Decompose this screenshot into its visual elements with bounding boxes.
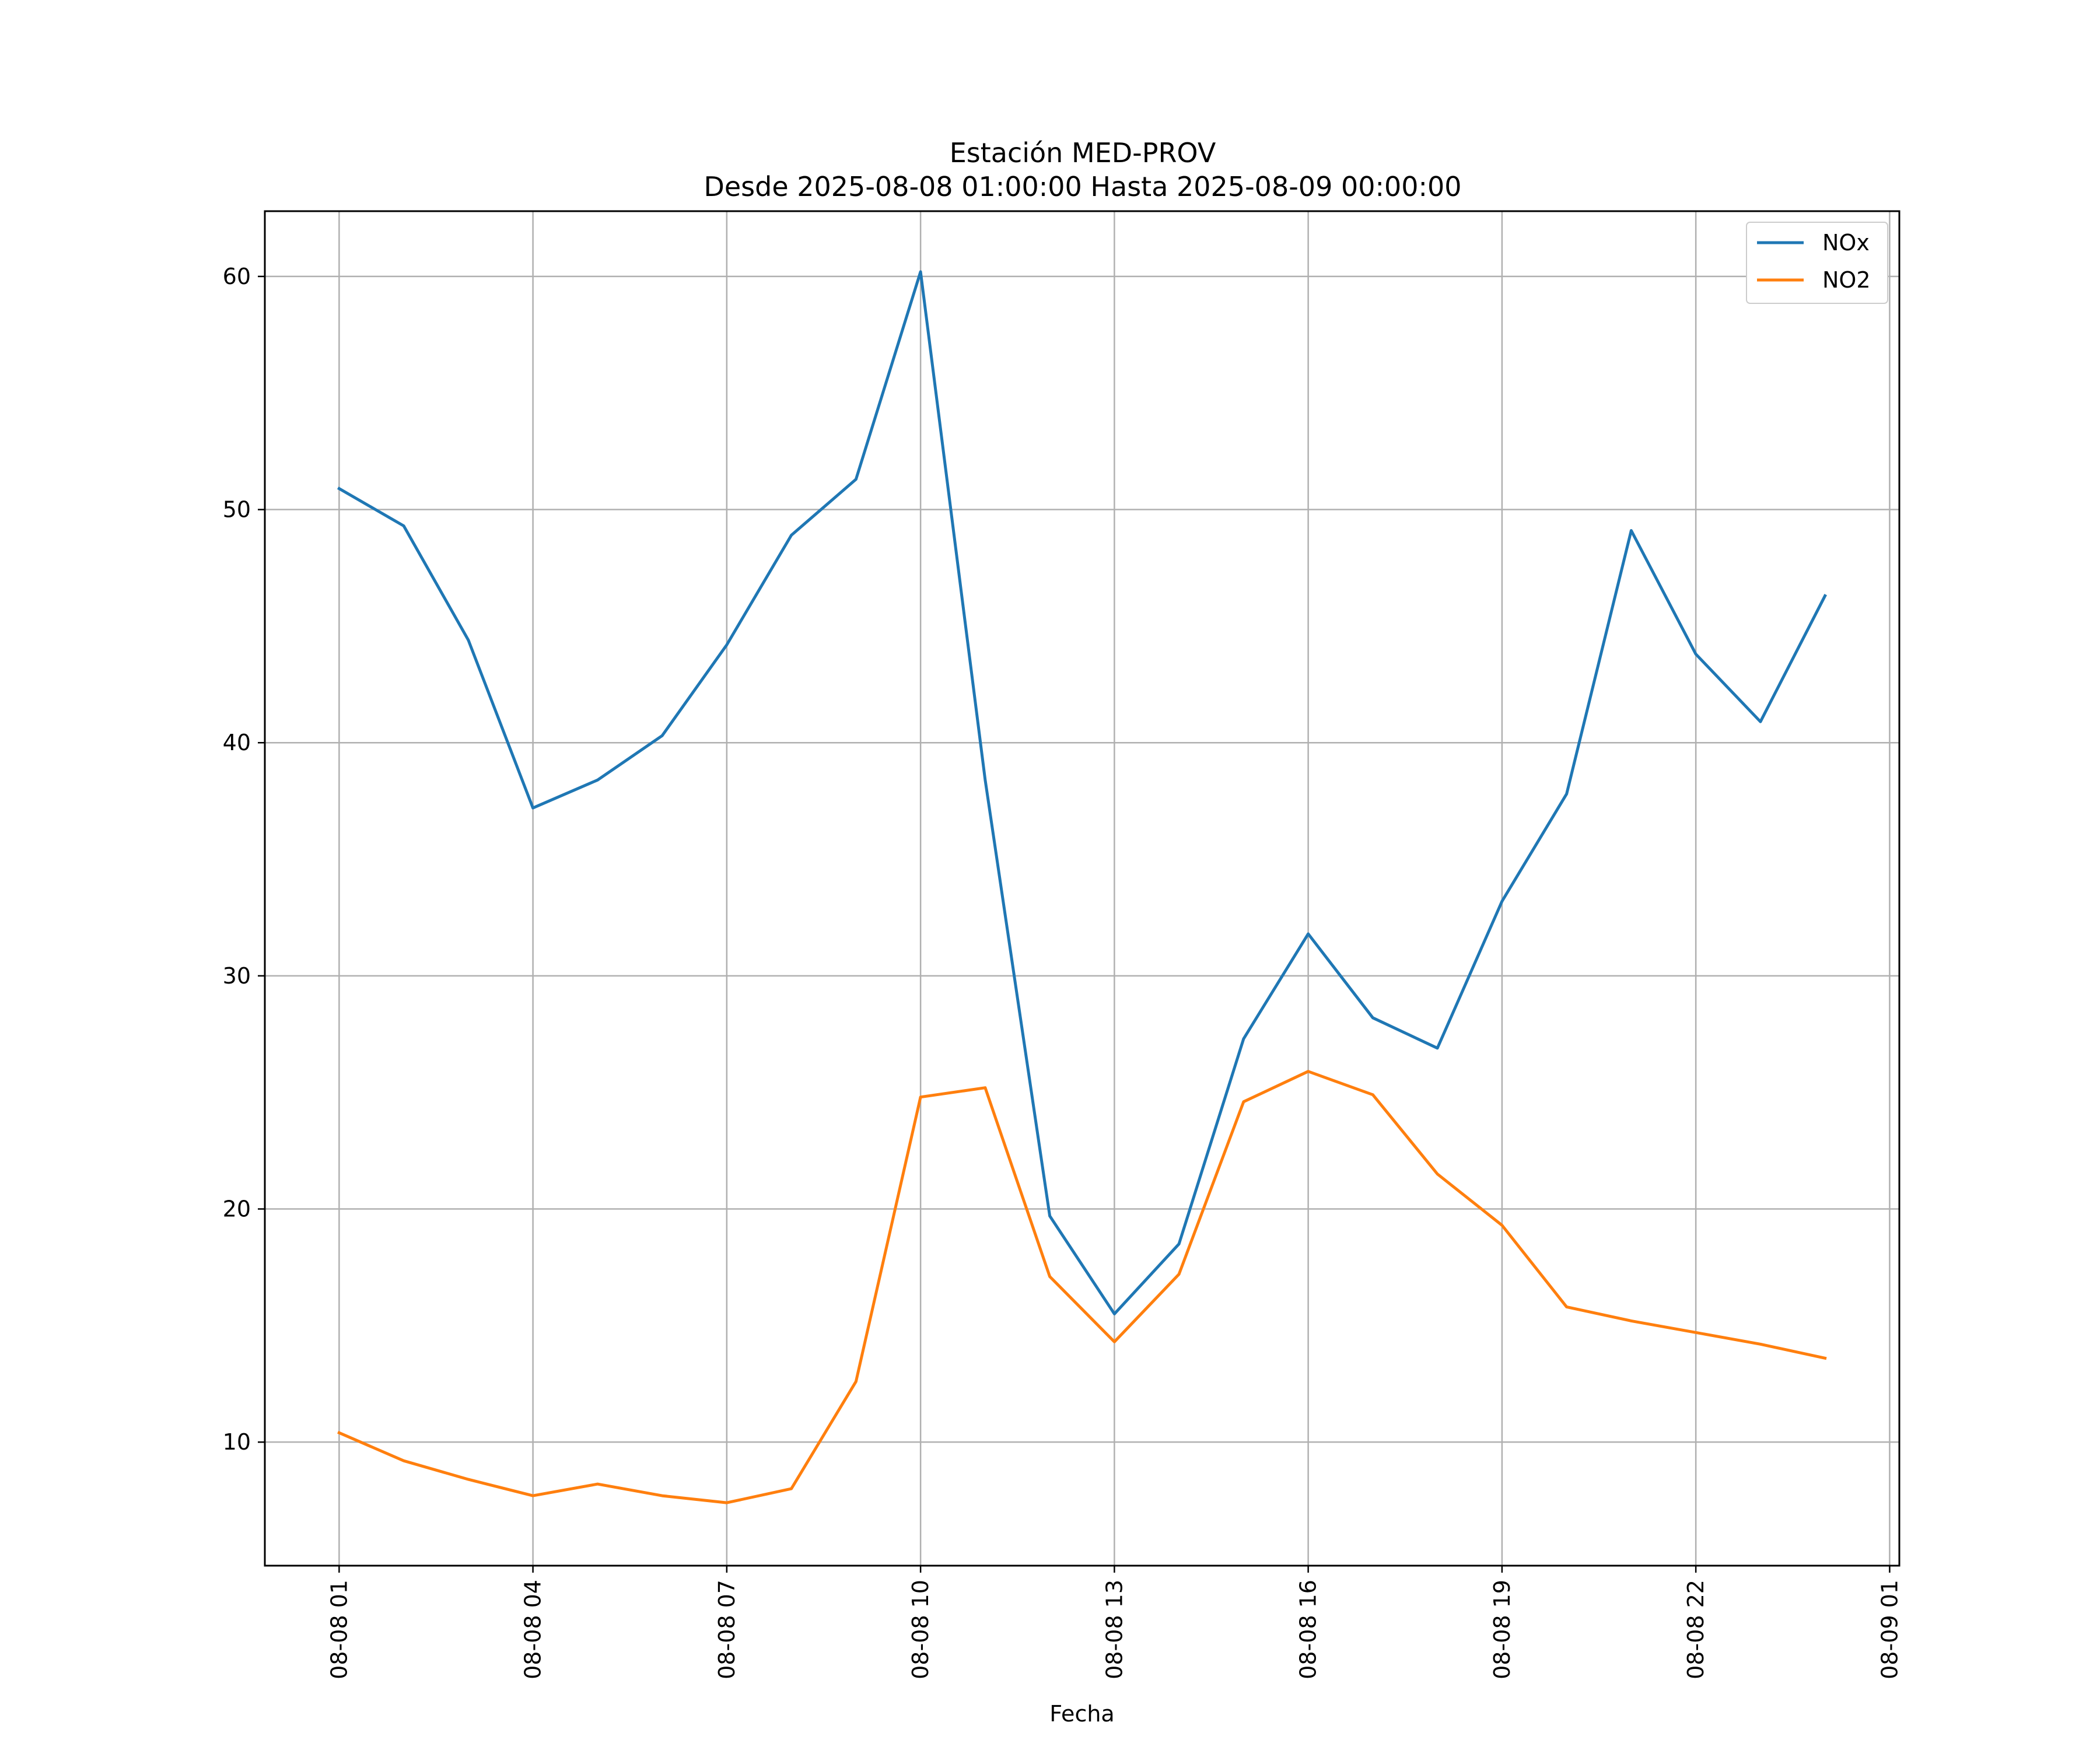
data-point-nox <box>660 734 664 737</box>
data-point-nox <box>855 478 858 481</box>
data-point-nox <box>1824 594 1826 597</box>
data-point-no2 <box>1565 1306 1568 1308</box>
data-point-nox <box>338 487 341 490</box>
data-point-nox <box>402 524 405 527</box>
plot-frame <box>264 210 1901 1567</box>
legend-label-no2: NO2 <box>1822 267 1871 293</box>
data-point-nox <box>790 534 793 537</box>
data-point-no2 <box>1436 1172 1439 1175</box>
chart-subtitle: Desde 2025-08-08 01:00:00 Hasta 2025-08-… <box>704 171 1461 202</box>
y-tick-label: 50 <box>223 497 251 523</box>
x-tick-label: 08-08 13 <box>1101 1580 1127 1679</box>
data-point-no2 <box>596 1482 599 1486</box>
x-tick-label: 08-08 22 <box>1683 1580 1709 1679</box>
data-point-nox <box>1565 792 1568 796</box>
y-tick-label: 60 <box>223 264 251 289</box>
grid <box>265 211 1899 1566</box>
data-point-no2 <box>402 1460 405 1462</box>
data-point-nox <box>1307 932 1310 936</box>
x-tick-label: 08-08 07 <box>714 1580 740 1679</box>
legend-label-nox: NOx <box>1822 230 1870 256</box>
x-axis-label: Fecha <box>1049 1701 1114 1727</box>
data-point-no2 <box>790 1487 793 1490</box>
x-tick-label: 08-08 10 <box>908 1580 933 1679</box>
data-point-no2 <box>1113 1340 1116 1343</box>
y-tick-label: 40 <box>223 730 251 755</box>
data-point-nox <box>1694 653 1698 656</box>
data-point-nox <box>1630 529 1633 532</box>
data-point-no2 <box>660 1494 664 1497</box>
data-point-no2 <box>1048 1275 1051 1278</box>
chart-title: Estación MED-PROV <box>950 137 1216 169</box>
data-point-no2 <box>1630 1320 1633 1322</box>
data-point-no2 <box>855 1380 858 1383</box>
data-point-no2 <box>338 1432 341 1434</box>
series-line-nox <box>337 270 1827 1315</box>
data-point-nox <box>984 779 987 782</box>
data-point-no2 <box>984 1086 987 1089</box>
data-point-nox <box>1242 1037 1245 1041</box>
data-point-no2 <box>531 1494 534 1497</box>
x-tick-label: 08-09 01 <box>1877 1580 1902 1679</box>
data-point-no2 <box>1500 1224 1504 1227</box>
x-tick-label: 08-08 04 <box>520 1580 546 1679</box>
data-point-no2 <box>1307 1070 1310 1073</box>
x-tick-label: 08-08 19 <box>1489 1580 1515 1679</box>
series-lines <box>337 270 1827 1504</box>
data-point-nox <box>1177 1242 1181 1245</box>
data-point-no2 <box>1824 1357 1826 1360</box>
x-tick-label: 08-08 16 <box>1296 1580 1321 1679</box>
data-point-no2 <box>1694 1331 1698 1334</box>
axis-ticks: 08-08 01 08-08 04 08-08 07 08-08 10 08-08 13… <box>223 264 1903 1679</box>
y-tick-label: 20 <box>223 1196 251 1222</box>
data-point-nox <box>1759 720 1762 723</box>
data-point-nox <box>1113 1312 1116 1315</box>
data-point-no2 <box>467 1478 470 1481</box>
x-tick-label: 08-08 01 <box>326 1580 352 1679</box>
y-tick-label: 10 <box>223 1429 251 1455</box>
data-point-no2 <box>1371 1093 1374 1096</box>
y-tick-label: 30 <box>223 963 251 989</box>
data-point-nox <box>467 639 470 642</box>
data-point-no2 <box>1177 1273 1181 1276</box>
data-point-nox <box>919 270 922 274</box>
data-point-nox <box>596 779 599 782</box>
data-point-nox <box>1048 1214 1051 1217</box>
data-point-nox <box>1436 1046 1439 1050</box>
data-point-no2 <box>919 1096 922 1098</box>
data-point-nox <box>1500 900 1504 903</box>
data-point-no2 <box>725 1501 729 1504</box>
data-point-nox <box>1371 1016 1374 1020</box>
legend: NOx NO2 <box>1746 222 1888 304</box>
series-line-no2 <box>337 1070 1827 1504</box>
data-point-nox <box>531 806 534 810</box>
data-point-no2 <box>1242 1100 1245 1103</box>
data-point-nox <box>725 643 729 646</box>
data-point-no2 <box>1759 1343 1762 1346</box>
